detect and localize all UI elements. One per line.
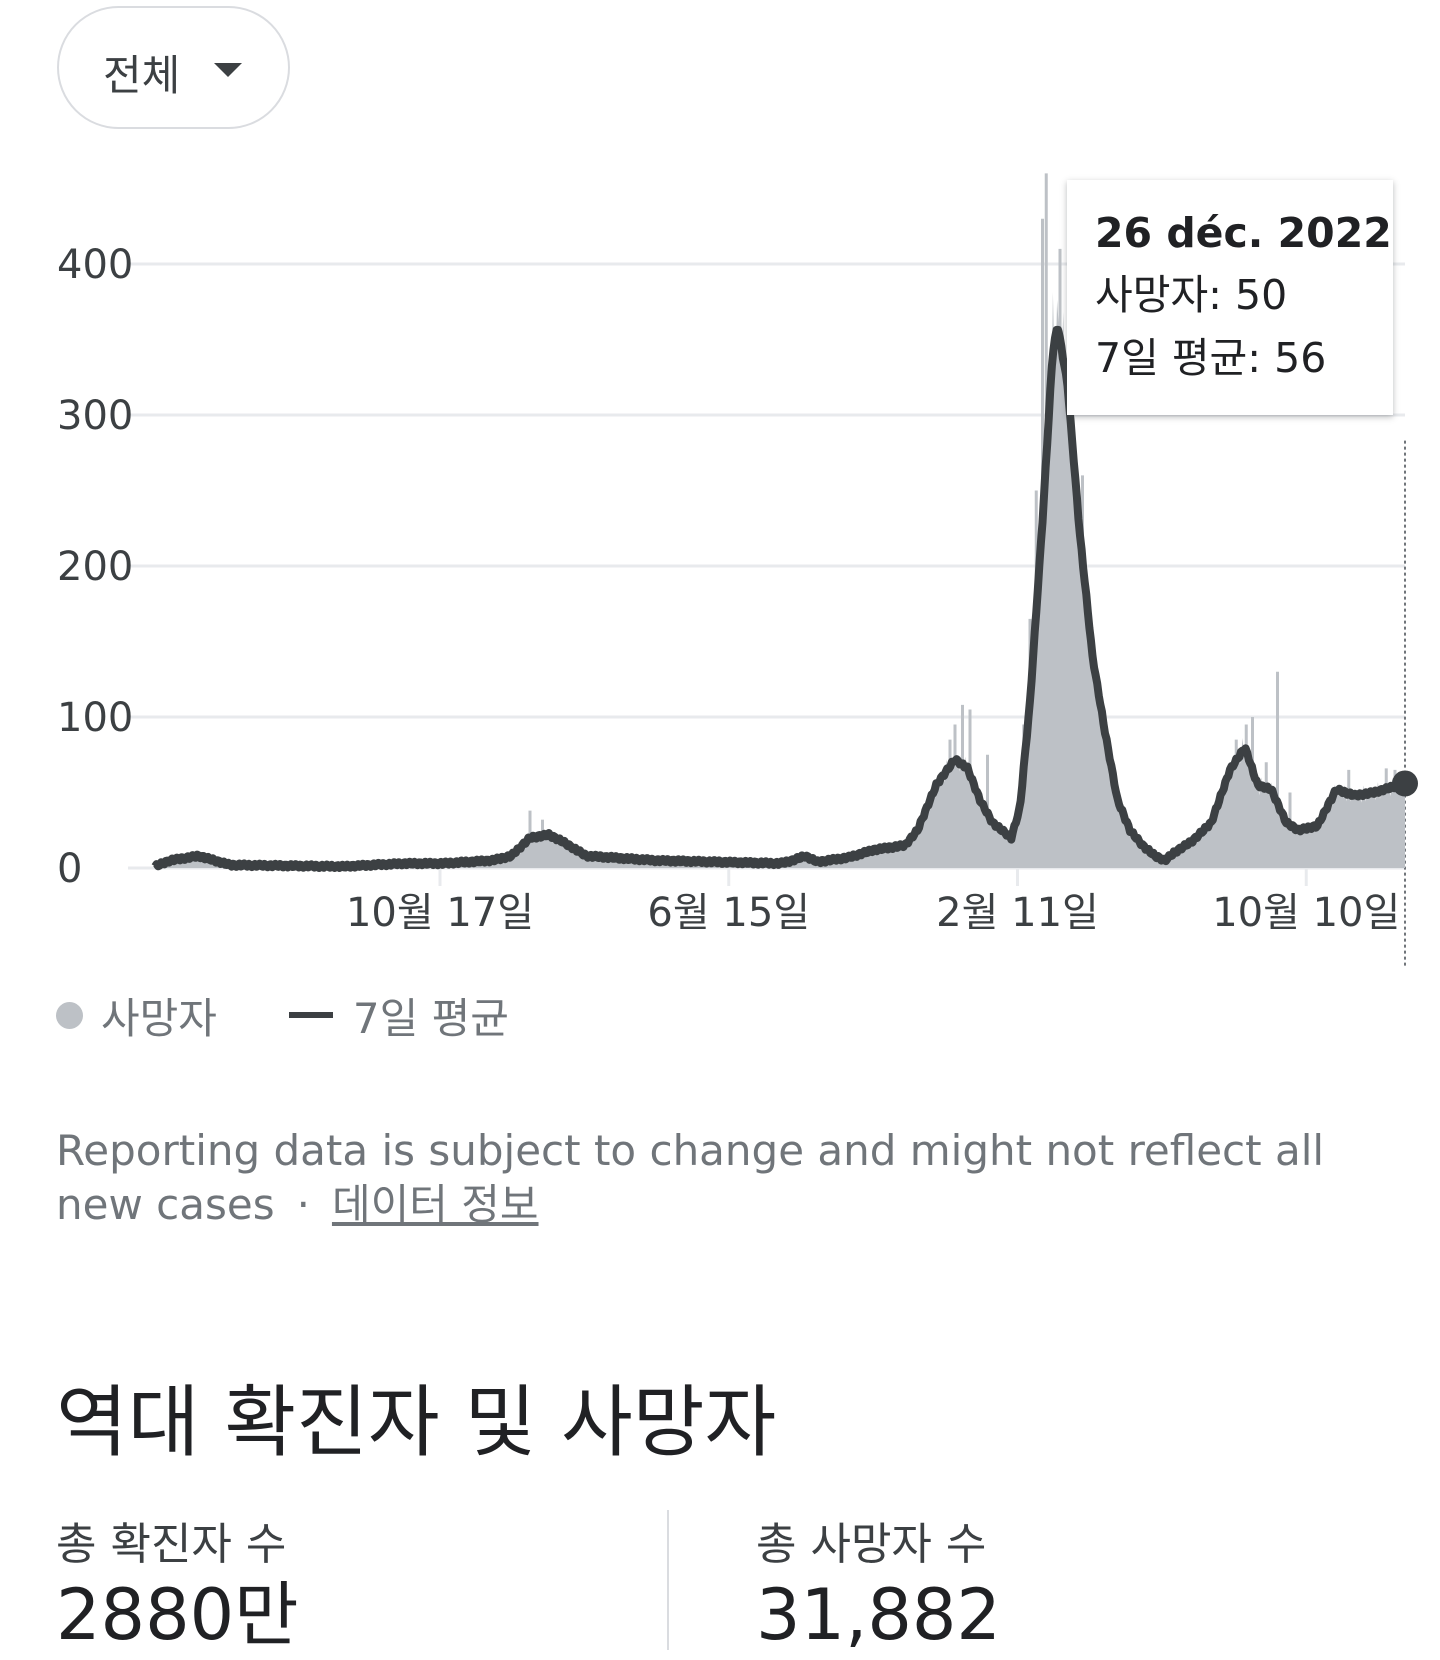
x-tick-label: 2월 11일 [936,890,1099,936]
region-filter-dropdown[interactable]: 전체 [57,6,290,129]
separator: · [296,1180,310,1229]
deaths-legend-dot-icon [56,1001,83,1029]
filter-label: 전체 [103,51,181,100]
x-tick-label: 10월 10일 [1212,890,1400,936]
total-cases-label: 총 확진자 수 [56,1519,287,1570]
chart-tooltip: 26 déc. 2022 사망자: 50 7일 평균: 56 [1067,180,1393,415]
x-tick-label: 10월 17일 [346,890,534,936]
x-tick-label: 6월 15일 [647,890,810,936]
y-tick-label: 100 [57,695,133,741]
hover-point-marker [1392,770,1418,797]
total-cases-value: 2880만 [56,1574,299,1656]
stats-divider [667,1510,669,1650]
tooltip-date: 26 déc. 2022 [1095,209,1392,257]
tooltip-average: 7일 평균: 56 [1095,334,1327,382]
y-tick-label: 400 [57,242,133,288]
total-deaths-value: 31,882 [756,1574,1001,1656]
y-tick-label: 300 [57,393,133,439]
data-disclaimer: Reporting data is subject to change and … [56,1124,1396,1232]
chart-legend: 사망자 7일 평균 [56,985,509,1045]
y-tick-label: 0 [57,846,82,892]
history-section-title: 역대 확진자 및 사망자 [56,1378,777,1468]
y-tick-label: 200 [57,544,133,590]
disclaimer-text: Reporting data is subject to change and … [56,1126,1325,1229]
average-legend-line-icon [288,1012,333,1018]
deaths-bars [155,292,1405,868]
legend-average-label: 7일 평균 [352,993,509,1043]
about-data-link[interactable]: 데이터 정보 [331,1180,539,1229]
total-deaths-label: 총 사망자 수 [756,1519,987,1570]
deaths-chart[interactable]: 0 100 200 300 400 10월 17일 6월 15일 2월 11일 10월 10일 [0,150,1440,980]
legend-deaths-label: 사망자 [101,993,217,1043]
tooltip-deaths: 사망자: 50 [1095,271,1288,319]
average-line [151,325,1408,872]
caret-down-icon [214,63,242,77]
